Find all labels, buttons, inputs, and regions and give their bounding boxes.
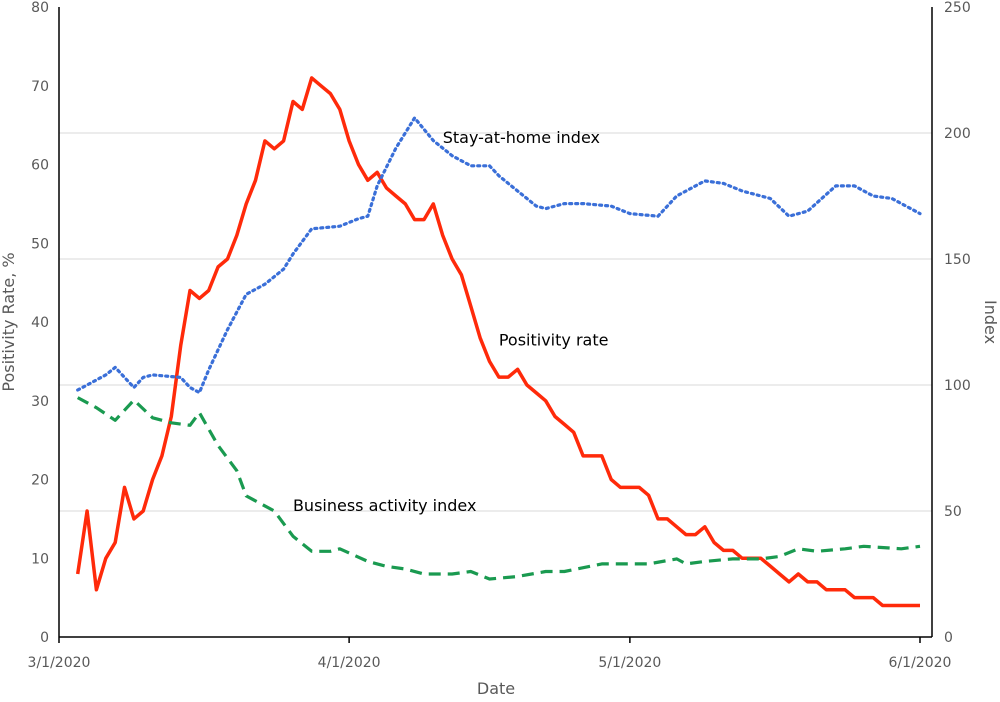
x-axis-label: Date <box>477 679 515 698</box>
series-line-stay-at-home-index <box>76 116 922 395</box>
x-tick-label: 3/1/2020 <box>28 655 91 671</box>
y-tick-label-left: 60 <box>31 158 49 174</box>
annotation-label: Positivity rate <box>499 331 609 350</box>
y-tick-label-right: 200 <box>944 126 971 142</box>
y-tick-label-right: 0 <box>944 630 953 646</box>
labels: 0 10 20 30 40 50 60 70 80 0 50 100 150 200 250 3/1/2020… <box>28 0 971 671</box>
x-tick-label: 4/1/2020 <box>318 655 381 671</box>
y-axis-left-label: Positivity Rate, % <box>0 252 18 391</box>
y-tick-label-left: 50 <box>31 236 49 252</box>
annotation-label: Stay-at-home index <box>443 128 600 147</box>
y-tick-label-left: 10 <box>31 551 49 567</box>
series-line-business-activity-index <box>76 396 921 581</box>
y-tick-label-left: 80 <box>31 0 49 16</box>
axes <box>58 7 933 643</box>
gridlines <box>59 132 932 512</box>
y-tick-label-left: 70 <box>31 79 49 95</box>
y-tick-label-left: 20 <box>31 473 49 489</box>
y-tick-label-right: 100 <box>944 378 971 394</box>
y-tick-label-right: 150 <box>944 252 971 268</box>
annotation-label: Business activity index <box>293 496 476 515</box>
y-tick-label-right: 250 <box>944 0 971 16</box>
y-tick-label-left: 30 <box>31 394 49 410</box>
y-tick-label-left: 40 <box>31 315 49 331</box>
y-tick-label-right: 50 <box>944 504 962 520</box>
x-tick-label: 6/1/2020 <box>889 655 952 671</box>
y-tick-label-left: 0 <box>40 630 49 646</box>
y-axis-right-label: Index <box>981 300 1000 344</box>
x-tick-label: 5/1/2020 <box>598 655 661 671</box>
series-line-positivity-rate <box>75 76 920 608</box>
series-layer <box>75 76 922 608</box>
